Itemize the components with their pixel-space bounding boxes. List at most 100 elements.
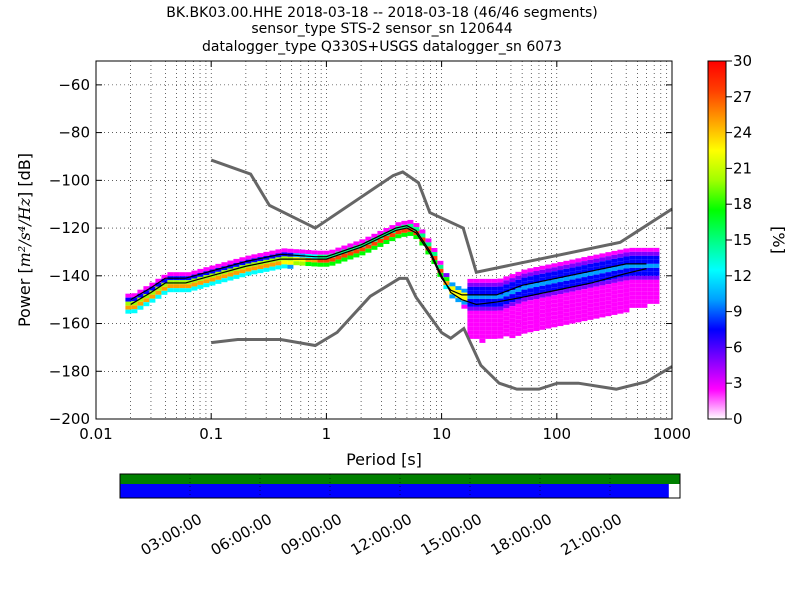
histogram-cell bbox=[605, 284, 612, 289]
histogram-cell bbox=[557, 274, 564, 279]
histogram-cell bbox=[611, 306, 618, 311]
histogram-cell bbox=[563, 296, 570, 301]
histogram-cell bbox=[605, 300, 612, 305]
histogram-cell bbox=[569, 319, 576, 324]
histogram-cell bbox=[275, 265, 282, 270]
histogram-cell bbox=[359, 251, 366, 256]
histogram-cell bbox=[191, 274, 198, 279]
colorbar-tick-label: 3 bbox=[733, 374, 743, 392]
histogram-cell bbox=[491, 290, 498, 295]
histogram-cell bbox=[467, 278, 474, 283]
histogram-cell bbox=[623, 284, 630, 289]
colorbar-tick-label: 24 bbox=[733, 124, 752, 142]
histogram-cell bbox=[635, 299, 642, 304]
histogram-cell bbox=[569, 307, 576, 312]
histogram-cell bbox=[617, 305, 624, 310]
histogram-cell bbox=[269, 262, 276, 267]
histogram-cell bbox=[287, 260, 294, 265]
timeline-tick-label: 21:00:00 bbox=[558, 510, 625, 559]
histogram-cell bbox=[509, 286, 516, 291]
histogram-cell bbox=[635, 247, 642, 252]
histogram-cell bbox=[479, 298, 486, 303]
histogram-cell bbox=[377, 238, 384, 243]
histogram-cell bbox=[437, 260, 444, 265]
histogram-cell bbox=[125, 301, 132, 306]
psd-statistic-curves bbox=[130, 225, 647, 306]
histogram-cell bbox=[491, 318, 498, 323]
histogram-cell bbox=[287, 264, 294, 269]
histogram-cell bbox=[647, 251, 654, 256]
histogram-cell bbox=[425, 238, 432, 243]
histogram-cell bbox=[641, 259, 648, 264]
histogram-cell bbox=[539, 277, 546, 282]
histogram-cell bbox=[461, 304, 468, 309]
histogram-cell bbox=[515, 315, 522, 320]
histogram-cell bbox=[173, 288, 180, 293]
histogram-cell bbox=[317, 258, 324, 263]
y-tick-label: −140 bbox=[49, 267, 90, 285]
histogram-cell bbox=[557, 318, 564, 323]
histogram-cell bbox=[413, 235, 420, 240]
histogram-cell bbox=[545, 308, 552, 313]
histogram-cell bbox=[341, 257, 348, 262]
histogram-cell bbox=[629, 287, 636, 292]
histogram-cell bbox=[599, 293, 606, 298]
histogram-cell bbox=[593, 302, 600, 307]
histogram-cell bbox=[131, 305, 138, 310]
histogram-cell bbox=[641, 263, 648, 268]
histogram-cell bbox=[653, 271, 660, 276]
histogram-cell bbox=[281, 256, 288, 261]
histogram-cell bbox=[359, 239, 366, 244]
histogram-cell bbox=[545, 272, 552, 277]
histogram-cell bbox=[533, 275, 540, 280]
histogram-cell bbox=[533, 287, 540, 292]
histogram-cell bbox=[461, 288, 468, 293]
histogram-cell bbox=[503, 284, 510, 289]
histogram-cell bbox=[611, 286, 618, 291]
histogram-cell bbox=[527, 268, 534, 273]
histogram-cell bbox=[131, 293, 138, 298]
histogram-cell bbox=[239, 273, 246, 278]
histogram-cell bbox=[515, 275, 522, 280]
histogram-cell bbox=[503, 328, 510, 333]
timeline-coverage-bar bbox=[120, 484, 669, 498]
histogram-cell bbox=[509, 278, 516, 283]
histogram-cell bbox=[125, 297, 132, 302]
colorbar-tick-label: 9 bbox=[733, 303, 743, 321]
histogram-cell bbox=[605, 308, 612, 313]
histogram-cell bbox=[593, 298, 600, 303]
histogram-cell bbox=[353, 249, 360, 254]
histogram-cell bbox=[581, 277, 588, 282]
histogram-cell bbox=[635, 255, 642, 260]
histogram-cell bbox=[653, 251, 660, 256]
histogram-cell bbox=[623, 252, 630, 257]
histogram-cell bbox=[521, 309, 528, 314]
histogram-cell bbox=[599, 313, 606, 318]
histogram-cell bbox=[635, 279, 642, 284]
histogram-cell bbox=[653, 267, 660, 272]
histogram-cell bbox=[491, 326, 498, 331]
histogram-cell bbox=[623, 260, 630, 265]
histogram-cell bbox=[275, 253, 282, 258]
histogram-cell bbox=[497, 330, 504, 335]
histogram-cell bbox=[545, 268, 552, 273]
histogram-cell bbox=[179, 272, 186, 277]
histogram-cell bbox=[533, 279, 540, 284]
histogram-cell bbox=[527, 304, 534, 309]
histogram-cell bbox=[605, 292, 612, 297]
histogram-cell bbox=[587, 283, 594, 288]
histogram-cell bbox=[179, 280, 186, 285]
histogram-cell bbox=[563, 304, 570, 309]
histogram-cell bbox=[203, 283, 210, 288]
histogram-cell bbox=[629, 291, 636, 296]
histogram-cell bbox=[449, 286, 456, 291]
histogram-cell bbox=[653, 299, 660, 304]
colorbar-tick-label: 27 bbox=[733, 88, 752, 106]
histogram-cell bbox=[575, 266, 582, 271]
y-tick-label: −180 bbox=[49, 362, 90, 380]
histogram-cell bbox=[581, 269, 588, 274]
histogram-cell bbox=[539, 289, 546, 294]
histogram-cell bbox=[269, 250, 276, 255]
histogram-cell bbox=[635, 267, 642, 272]
histogram-cell bbox=[485, 278, 492, 283]
